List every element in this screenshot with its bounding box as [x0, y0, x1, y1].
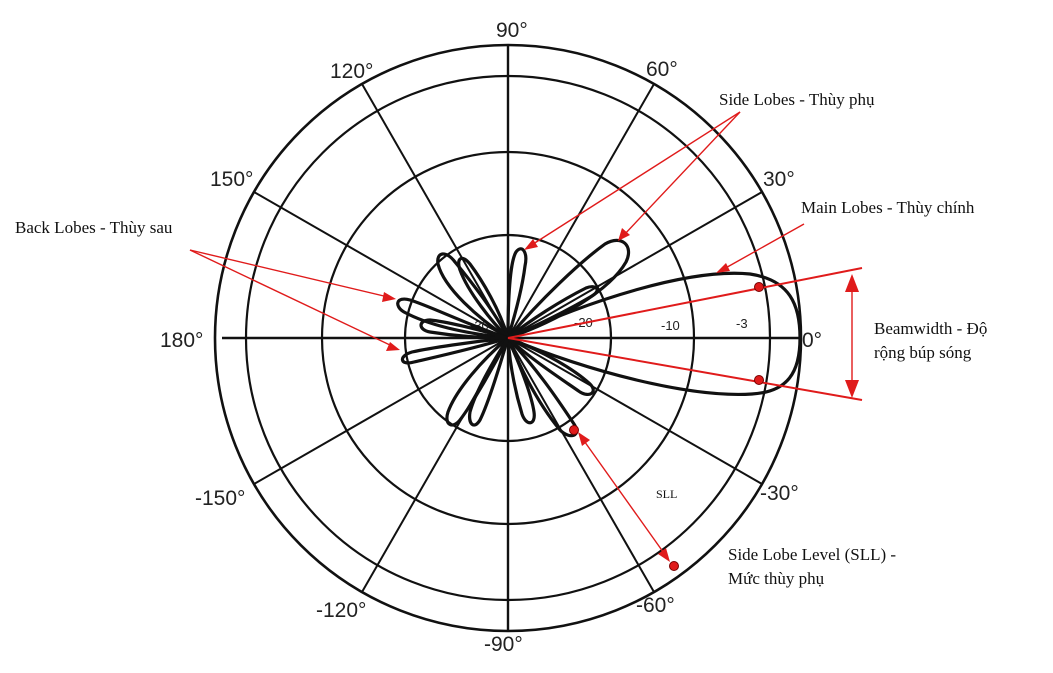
spoke-120 — [361, 83, 509, 339]
main-lobes-arrow — [721, 223, 805, 271]
side-lobe-lower-2 — [506, 336, 536, 425]
angle-label-m30: -30° — [760, 482, 799, 505]
main-lobe — [506, 271, 802, 397]
side-lobe-lower-3 — [445, 336, 510, 427]
back-lobes-arrow-1-head — [382, 292, 396, 302]
side-lobes-arrow-1-head — [524, 239, 538, 250]
back-lobes-arrow-2 — [189, 249, 393, 347]
spoke-m30 — [507, 337, 763, 485]
spoke-m150 — [253, 337, 509, 485]
sll-arrow-head-bottom — [658, 548, 670, 562]
angle-label-0: 0° — [802, 329, 822, 352]
side-lobe-lower-1 — [506, 336, 579, 438]
angle-label-120: 120° — [330, 60, 373, 83]
back-lobe-upper — [396, 297, 510, 340]
sll-arrow — [581, 437, 667, 557]
angle-label-60: 60° — [646, 58, 678, 81]
side-lobe-lower-4 — [468, 336, 510, 427]
sll-label-line2: Mức thùy phụ — [728, 569, 825, 588]
spoke-60 — [507, 83, 655, 339]
angle-label-m120: -120° — [316, 599, 366, 622]
sll-point-main-level — [669, 561, 679, 571]
db-label-minus-3: -3 — [736, 316, 748, 331]
sll-label-line1: Side Lobe Level (SLL) - — [728, 545, 896, 564]
half-power-point-upper — [754, 282, 764, 292]
sll-short-label: SLL — [656, 487, 677, 501]
angle-label-90: 90° — [496, 19, 528, 42]
back-lobe-middle — [419, 318, 510, 340]
side-lobe-right-lower — [506, 336, 595, 397]
back-lobes-label: Back Lobes - Thùy sau — [15, 218, 173, 237]
angle-label-30: 30° — [763, 168, 795, 191]
beamwidth-label-line1: Beamwidth - Độ — [874, 319, 987, 338]
sll-arrow-head-top — [578, 432, 590, 446]
angle-label-m150: -150° — [195, 487, 245, 510]
angle-label-180: 180° — [160, 329, 203, 352]
side-lobe-upper-2 — [506, 247, 528, 340]
main-lobes-arrow-head — [716, 263, 730, 273]
side-lobes-label: Side Lobes - Thùy phụ — [719, 90, 875, 109]
beamwidth-arrow-head-bottom — [845, 380, 859, 398]
sll-point-side-lobe — [569, 425, 579, 435]
angle-label-m90: -90° — [484, 633, 523, 656]
back-lobe-lower — [400, 336, 510, 365]
side-lobe-upper-4 — [457, 256, 510, 340]
beamwidth-line-lower — [507, 337, 863, 401]
back-lobes-arrow-2-head — [386, 342, 400, 351]
beamwidth-arrow-head-top — [845, 274, 859, 292]
spoke-150 — [253, 191, 509, 339]
db-label-minus-10: -10 — [661, 318, 680, 333]
side-lobes-arrow-1 — [529, 111, 741, 247]
back-lobes-arrow-1 — [189, 249, 389, 298]
beamwidth-label-line2: rộng búp sóng — [874, 343, 972, 362]
angle-label-150: 150° — [210, 168, 253, 191]
spoke-m60 — [507, 337, 655, 593]
half-power-point-lower — [754, 375, 764, 385]
angle-label-m60: -60° — [636, 594, 675, 617]
side-lobes-arrow-2 — [622, 111, 741, 237]
main-lobes-label: Main Lobes - Thùy chính — [801, 198, 975, 217]
side-lobe-upper-3 — [436, 252, 510, 340]
side-lobe-right-upper — [506, 285, 599, 340]
beamwidth-line-upper — [507, 267, 863, 339]
spoke-30 — [507, 191, 763, 339]
side-lobes-arrow-2-head — [618, 228, 630, 241]
